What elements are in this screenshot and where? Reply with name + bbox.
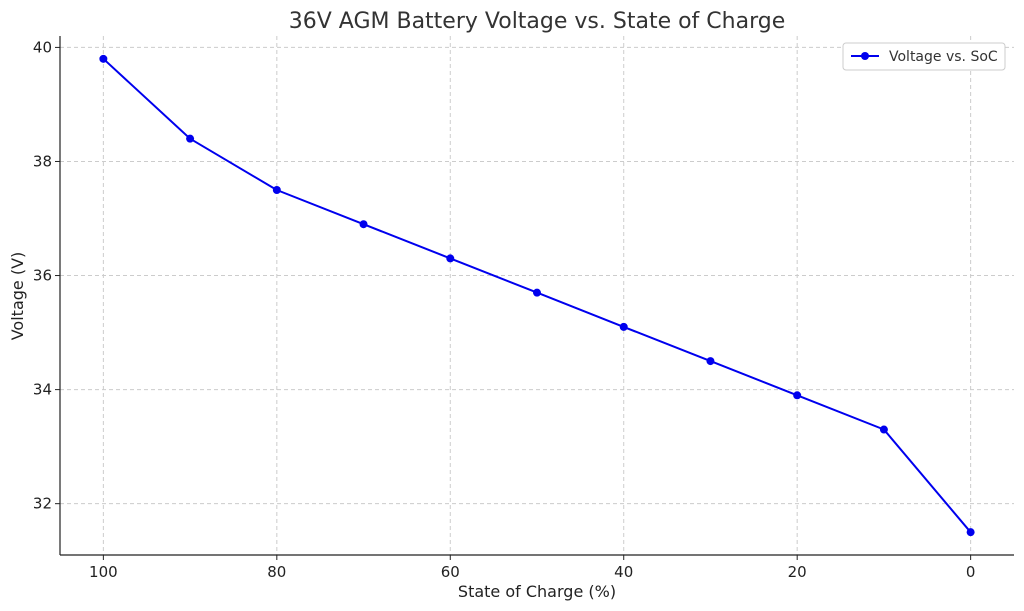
x-tick-label: 20 <box>788 563 807 581</box>
data-point <box>186 134 195 143</box>
data-point <box>966 528 975 537</box>
axes <box>59 36 1014 556</box>
legend-box <box>842 42 1006 71</box>
data-point <box>793 391 802 400</box>
y-tick-label: 38 <box>33 152 52 170</box>
grid <box>60 36 1014 555</box>
y-tick-label: 32 <box>33 495 52 513</box>
data-point <box>446 254 455 263</box>
y-axis-label: Voltage (V) <box>8 252 27 341</box>
legend: Voltage vs. SoC <box>842 42 1006 71</box>
series-layer <box>99 54 975 537</box>
x-axis-ticks: 100 80 60 40 20 0 <box>89 555 975 581</box>
x-axis-label: State of Charge (%) <box>458 582 616 601</box>
x-tick-label: 100 <box>89 563 118 581</box>
x-tick-label: 60 <box>441 563 460 581</box>
data-point <box>359 220 368 229</box>
data-point <box>272 185 281 194</box>
data-point <box>879 425 888 434</box>
y-axis-ticks: 32 34 36 38 40 <box>33 38 60 513</box>
y-tick-label: 36 <box>33 267 52 285</box>
legend-marker-swatch <box>861 52 869 60</box>
y-tick-label: 40 <box>33 38 52 56</box>
x-tick-label: 0 <box>966 563 976 581</box>
data-point <box>706 357 715 366</box>
data-point <box>99 54 108 63</box>
x-tick-label: 40 <box>614 563 633 581</box>
x-tick-label: 80 <box>267 563 286 581</box>
data-point <box>619 322 628 331</box>
data-point <box>533 288 541 297</box>
chart-title: 36V AGM Battery Voltage vs. State of Cha… <box>289 9 786 34</box>
legend-entry-label: Voltage vs. SoC <box>889 49 998 65</box>
y-tick-label: 34 <box>33 381 52 399</box>
